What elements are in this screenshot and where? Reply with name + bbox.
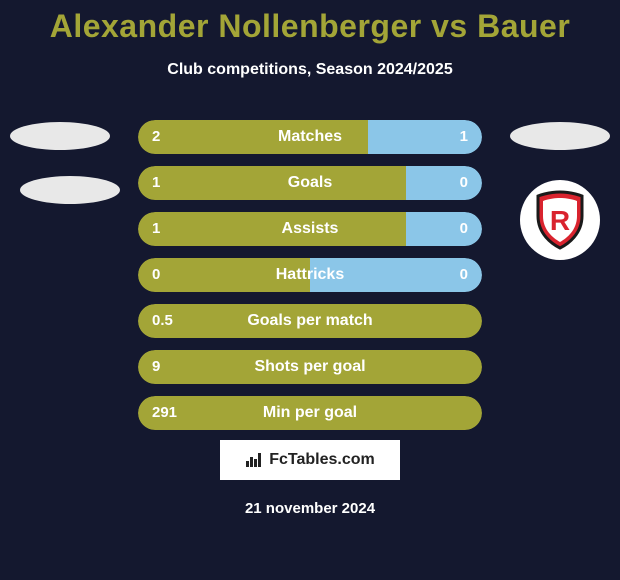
brand-logo: FcTables.com [220,440,400,480]
player-left-badge-1 [10,122,110,150]
player-right-badge-1 [510,122,610,150]
stat-label: Hattricks [138,258,482,292]
shield-r-icon: R [528,188,592,252]
value-right: 0 [460,258,468,292]
stat-row: Matches2 1 [138,120,482,154]
value-left: 9 [152,350,160,384]
bar-chart-icon [245,451,263,469]
value-right: 0 [460,212,468,246]
stat-row: Goals per match0.5 [138,304,482,338]
value-left: 1 [152,166,160,200]
stat-label: Shots per goal [138,350,482,384]
brand-text: FcTables.com [269,451,375,469]
value-right: 1 [460,120,468,154]
stat-label: Goals per match [138,304,482,338]
club-logo-right: R [520,180,600,260]
footer-date: 21 november 2024 [0,500,620,517]
stat-row: Shots per goal9 [138,350,482,384]
value-left: 0.5 [152,304,173,338]
page-title: Alexander Nollenberger vs Bauer [0,0,620,45]
stat-row: Min per goal291 [138,396,482,430]
player-left-badge-2 [20,176,120,204]
stat-label: Goals [138,166,482,200]
stat-label: Assists [138,212,482,246]
value-left: 2 [152,120,160,154]
comparison-infographic: Alexander Nollenberger vs Bauer Club com… [0,0,620,580]
page-subtitle: Club competitions, Season 2024/2025 [0,61,620,79]
logo-letter: R [550,205,570,236]
stat-row: Hattricks0 0 [138,258,482,292]
value-left: 291 [152,396,177,430]
stats-table: Matches21Goals10Assists10Hattricks00Goal… [138,120,482,442]
value-left: 1 [152,212,160,246]
stat-row: Assists1 0 [138,212,482,246]
value-left: 0 [152,258,160,292]
value-right: 0 [460,166,468,200]
stat-label: Min per goal [138,396,482,430]
stat-label: Matches [138,120,482,154]
stat-row: Goals1 0 [138,166,482,200]
